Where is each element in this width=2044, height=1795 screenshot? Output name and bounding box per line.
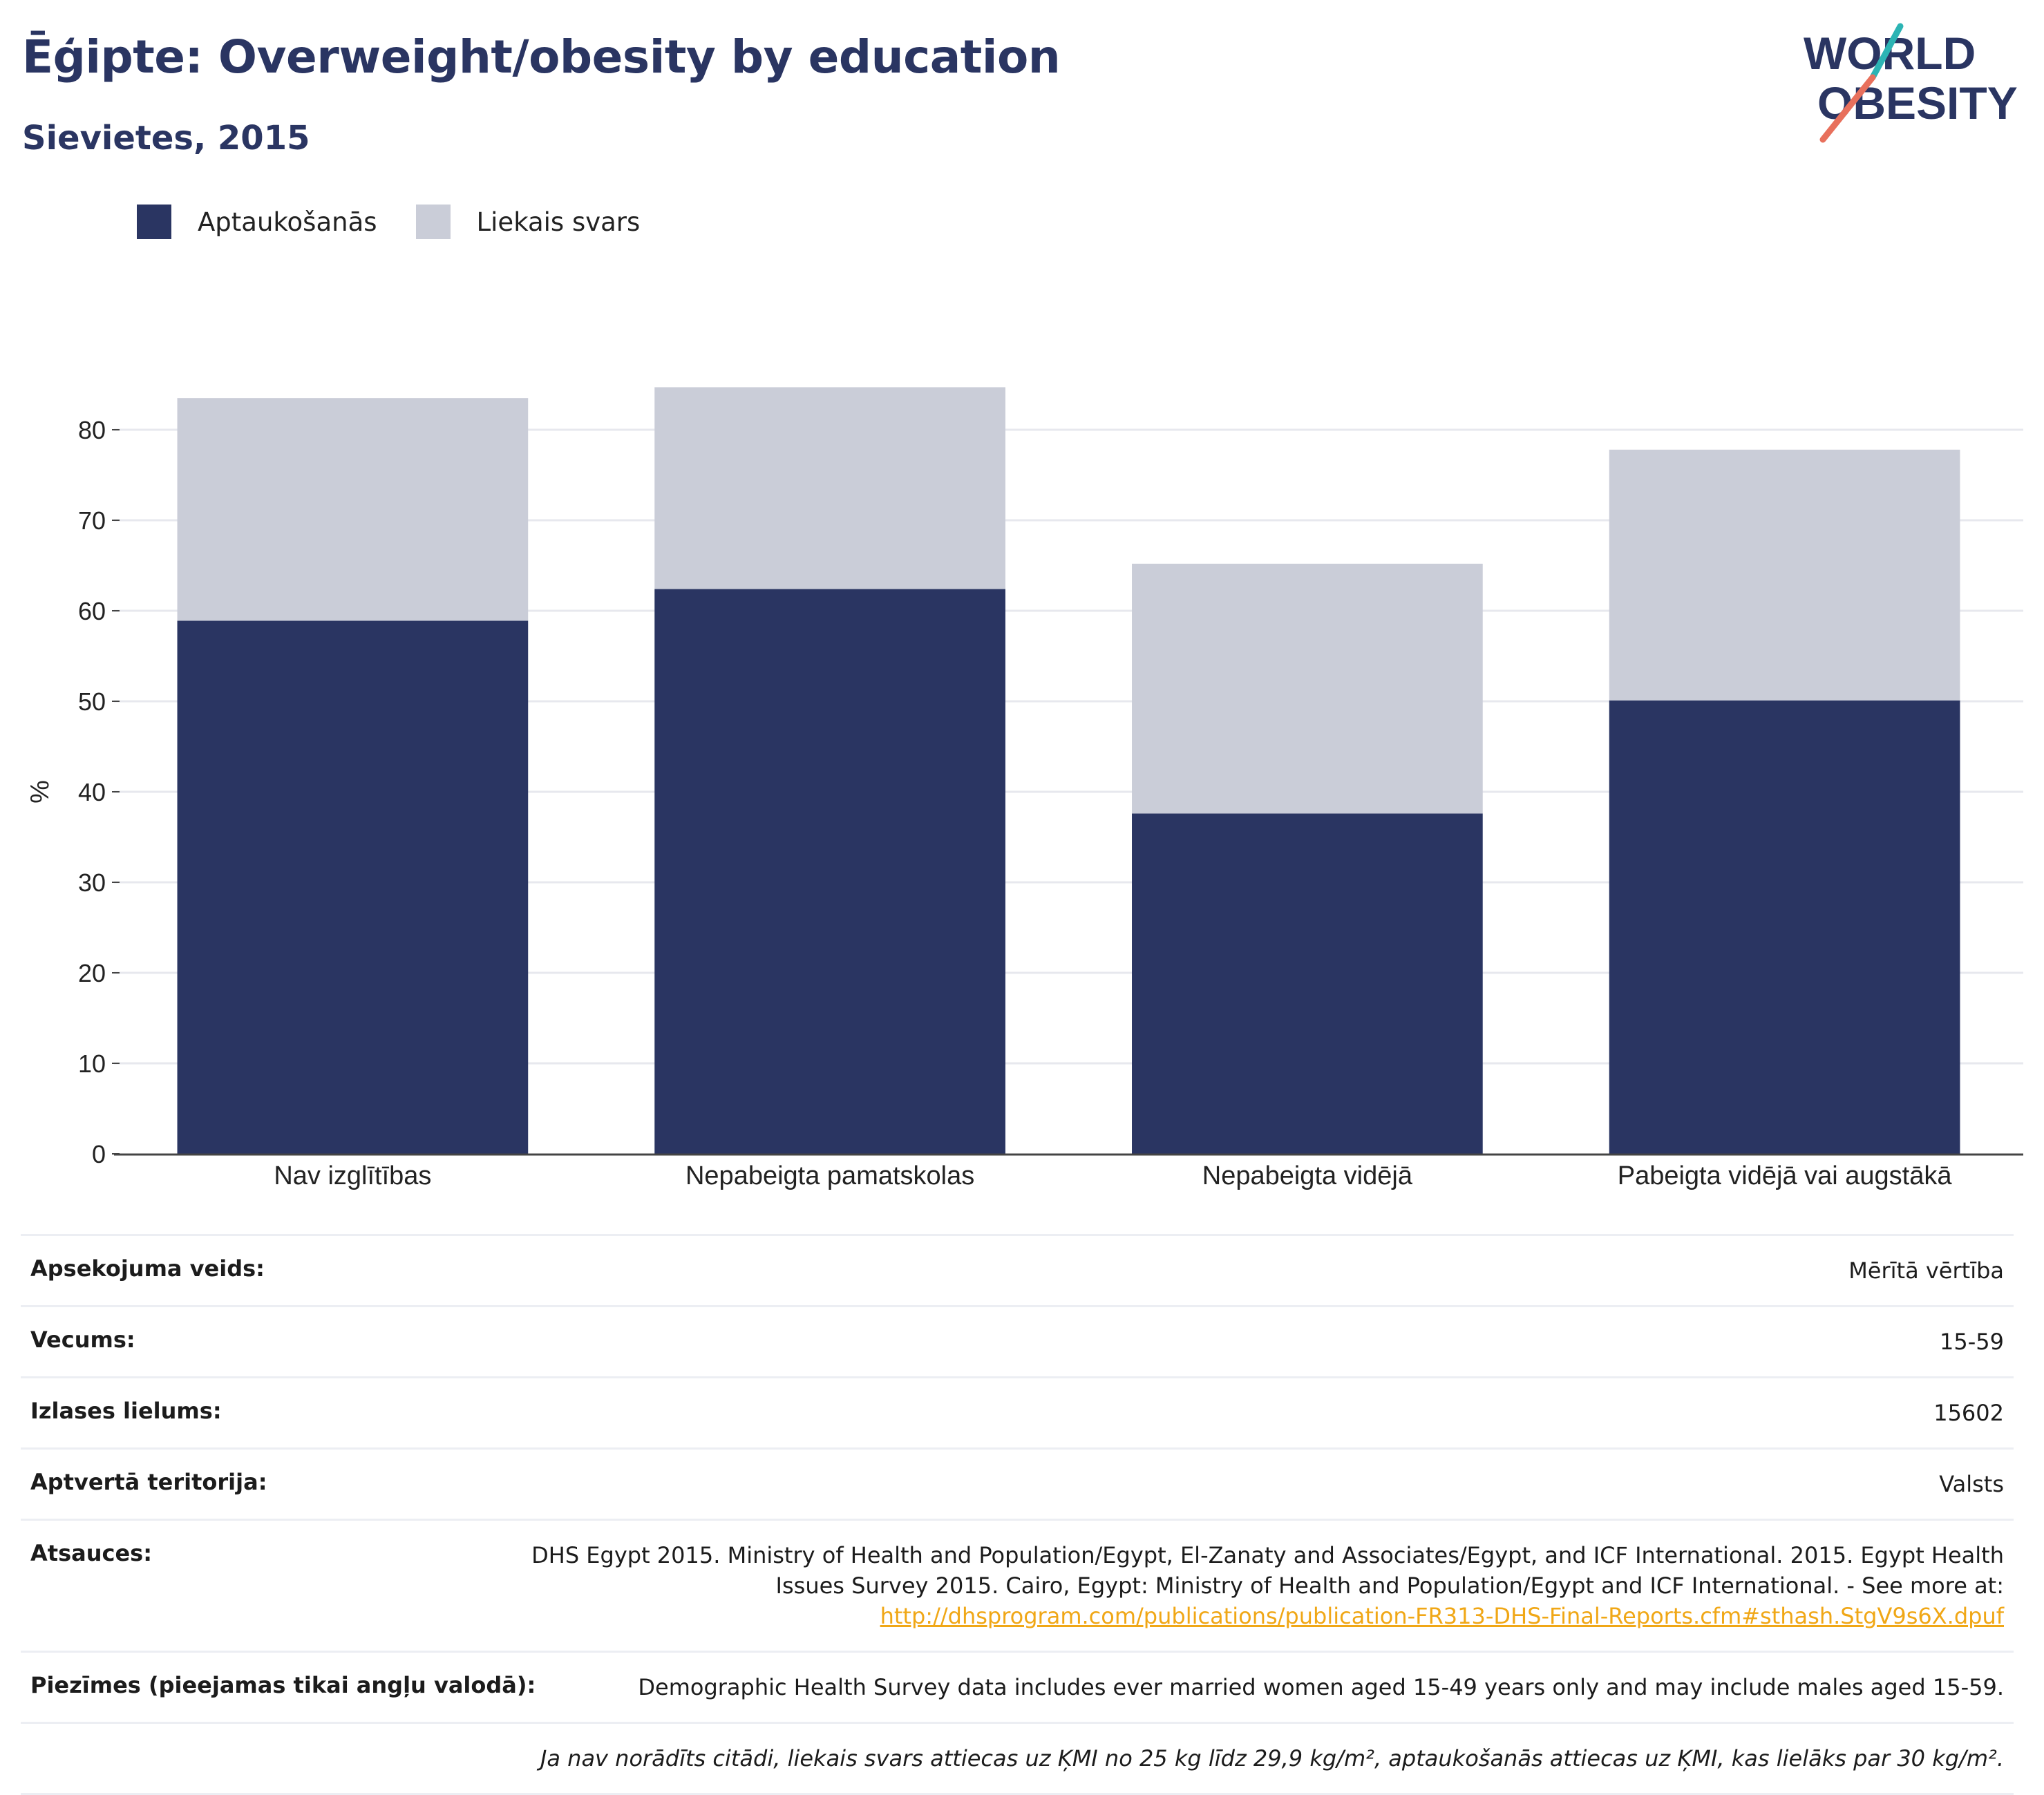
meta-value: Mērītā vērtība bbox=[1848, 1257, 2004, 1284]
bar-overweight-0 bbox=[177, 398, 529, 621]
meta-row-survey-type: Apsekojuma veids: Mērītā vērtība bbox=[21, 1234, 2014, 1305]
meta-label: Aptvertā teritorija: bbox=[30, 1469, 267, 1495]
meta-row-footnote: Ja nav norādīts citādi, liekais svars at… bbox=[21, 1722, 2014, 1795]
bar-obesity-1 bbox=[654, 589, 1005, 1154]
y-tick-label: 40 bbox=[78, 778, 106, 806]
bar-obesity-3 bbox=[1609, 700, 1960, 1154]
x-tick-label: Pabeigta vidējā vai augstākā bbox=[1618, 1161, 1953, 1190]
reference-text: DHS Egypt 2015. Ministry of Health and P… bbox=[531, 1542, 2004, 1599]
meta-value: 15-59 bbox=[1940, 1329, 2004, 1355]
meta-value: 15602 bbox=[1933, 1400, 2004, 1426]
x-tick-label: Nepabeigta vidējā bbox=[1202, 1161, 1413, 1190]
x-tick-label: Nepabeigta pamatskolas bbox=[685, 1161, 974, 1190]
footnote-text: Ja nav norādīts citādi, liekais svars at… bbox=[540, 1745, 2004, 1772]
meta-row-references: Atsauces: DHS Egypt 2015. Ministry of He… bbox=[21, 1519, 2014, 1651]
legend-swatch-obesity bbox=[137, 205, 171, 239]
bar-overweight-1 bbox=[654, 387, 1005, 589]
legend-item-overweight[interactable]: Liekais svars bbox=[415, 205, 641, 239]
bar-obesity-0 bbox=[177, 620, 529, 1154]
meta-label: Izlases lielums: bbox=[30, 1398, 222, 1424]
legend-label-overweight: Liekais svars bbox=[476, 207, 641, 237]
y-tick-label: 10 bbox=[78, 1050, 106, 1078]
y-tick-label: 20 bbox=[78, 959, 106, 987]
meta-row-notes: Piezīmes (pieejamas tikai angļu valodā):… bbox=[21, 1651, 2014, 1722]
chart-legend: Aptaukošanās Liekais svars bbox=[137, 205, 679, 239]
page-subtitle: Sievietes, 2015 bbox=[22, 119, 310, 158]
meta-row-age: Vecums: 15-59 bbox=[21, 1305, 2014, 1376]
meta-value: Valsts bbox=[1939, 1471, 2004, 1497]
x-tick-label: Nav izglītības bbox=[274, 1161, 431, 1190]
meta-label: Vecums: bbox=[30, 1327, 135, 1353]
reference-link[interactable]: http://dhsprogram.com/publications/publi… bbox=[880, 1603, 2004, 1629]
meta-label: Apsekojuma veids: bbox=[30, 1255, 265, 1282]
bar-obesity-2 bbox=[1132, 813, 1483, 1154]
legend-swatch-overweight bbox=[415, 205, 451, 239]
y-tick-label: 80 bbox=[78, 416, 106, 444]
legend-item-obesity[interactable]: Aptaukošanās bbox=[137, 205, 377, 239]
meta-row-sample-size: Izlases lielums: 15602 bbox=[21, 1376, 2014, 1447]
y-tick-label: 50 bbox=[78, 687, 106, 716]
logo-line1: WORLD bbox=[1804, 28, 1976, 79]
stacked-bar-chart: 0 10 20 30 40 50 60 70 80% Nav izglītības Nepabeig… bbox=[26, 387, 2023, 1190]
meta-label: Piezīmes (pieejamas tikai angļu valodā): bbox=[30, 1672, 536, 1698]
logo-line2: OBESITY bbox=[1817, 77, 2018, 129]
y-tick-label: 70 bbox=[78, 506, 106, 535]
world-obesity-logo: WORLD OBESITY bbox=[1804, 23, 2018, 143]
metadata-table: Apsekojuma veids: Mērītā vērtība Vecums:… bbox=[21, 1234, 2014, 1795]
y-tick-label: 0 bbox=[92, 1140, 106, 1168]
meta-value: DHS Egypt 2015. Ministry of Health and P… bbox=[518, 1540, 2004, 1631]
meta-label: Atsauces: bbox=[30, 1540, 152, 1566]
meta-value: Demographic Health Survey data includes … bbox=[638, 1674, 2004, 1700]
bar-overweight-2 bbox=[1132, 563, 1483, 814]
legend-label-obesity: Aptaukošanās bbox=[198, 207, 377, 237]
y-tick-label: 60 bbox=[78, 597, 106, 625]
y-axis-label: % bbox=[26, 780, 55, 804]
bar-overweight-3 bbox=[1609, 449, 1960, 701]
page-title: Ēģipte: Overweight/obesity by education bbox=[22, 30, 1061, 84]
y-tick-label: 30 bbox=[78, 868, 106, 897]
meta-row-coverage: Aptvertā teritorija: Valsts bbox=[21, 1447, 2014, 1519]
